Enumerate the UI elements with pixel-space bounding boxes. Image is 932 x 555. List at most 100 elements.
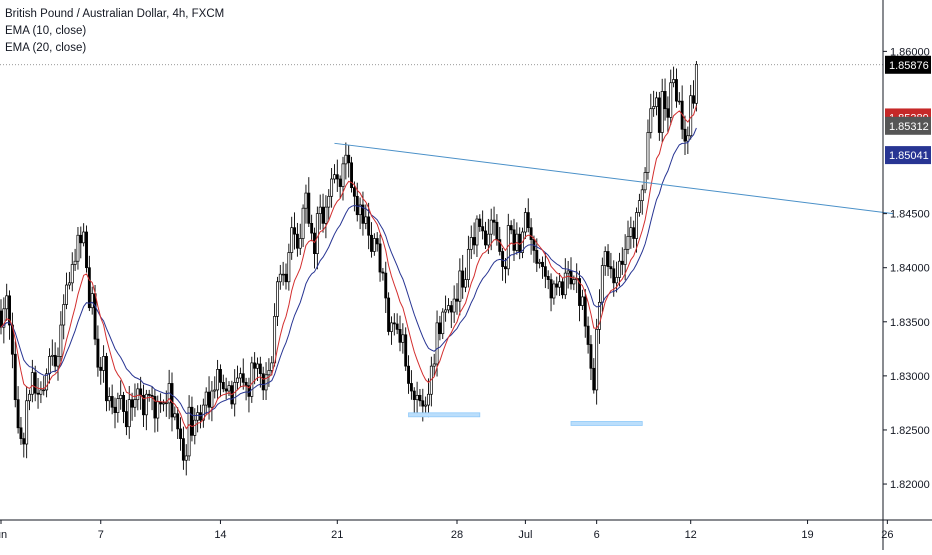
candle (481, 210, 485, 240)
candle-body (692, 95, 696, 104)
candle-body (669, 82, 673, 118)
candle-body (85, 231, 88, 269)
candle-body (643, 172, 647, 191)
candle-body (276, 281, 279, 317)
candle-body (199, 412, 202, 421)
candle-body (458, 270, 462, 302)
candle-body (2, 308, 6, 328)
ema20-price-label-bg (885, 146, 931, 165)
candle (404, 327, 408, 371)
candle (196, 405, 200, 433)
candles-group (0, 61, 698, 476)
candle (592, 358, 596, 394)
candle-body (435, 322, 439, 365)
candle-body (412, 390, 416, 401)
candle (546, 270, 550, 290)
candle (261, 366, 265, 400)
candle-body (541, 261, 544, 267)
candle (107, 387, 111, 411)
candle (219, 364, 222, 398)
candle (22, 432, 26, 458)
candle (598, 289, 601, 344)
candle (583, 289, 587, 338)
candle-body (395, 323, 399, 330)
candle-body (526, 212, 530, 229)
candle-body (543, 266, 547, 277)
candle-body (184, 455, 188, 461)
candle-body (39, 389, 43, 395)
candle (70, 252, 74, 292)
symbol-title[interactable]: British Pound / Australian Dollar, 4h, F… (5, 8, 225, 20)
candle (19, 417, 23, 445)
candle-body (657, 97, 661, 133)
candle-body (281, 273, 285, 276)
candle-body (153, 396, 157, 419)
candle-body (133, 399, 137, 408)
candle-body (341, 163, 345, 187)
y-tick-label: 1.86000 (890, 46, 930, 58)
candle-body (620, 260, 624, 265)
candle-body (170, 383, 174, 418)
candle (620, 247, 624, 275)
candle (612, 260, 616, 297)
candle-body (600, 265, 604, 303)
candle-body (538, 261, 542, 264)
candle (392, 313, 396, 336)
candle (281, 261, 285, 286)
candle-body (147, 393, 151, 396)
candle (677, 92, 681, 105)
candle-body (79, 234, 83, 244)
candle (318, 194, 322, 230)
candle (159, 393, 163, 413)
candle (85, 225, 88, 273)
candle (33, 365, 37, 402)
candle-body (304, 192, 308, 209)
candle-body (529, 227, 533, 240)
candle-body (173, 413, 177, 418)
candle (184, 444, 188, 476)
candle (466, 235, 470, 288)
candle-body (364, 216, 368, 224)
candle-body (612, 268, 616, 284)
candle (378, 234, 382, 282)
ema10-legend[interactable]: EMA (10, close) (5, 25, 87, 37)
candle-body (30, 372, 34, 395)
candle (216, 359, 220, 400)
candle-body (361, 204, 365, 224)
candle-body (566, 270, 570, 274)
candle-body (164, 402, 168, 405)
candle-body (449, 305, 453, 313)
candle-body (310, 223, 314, 234)
candle (689, 84, 693, 140)
candle (646, 119, 650, 180)
candle-body (122, 394, 125, 412)
candle (327, 189, 331, 221)
candle-body (28, 393, 31, 402)
candle (501, 247, 505, 281)
candle (290, 216, 294, 260)
candle-body (76, 234, 80, 262)
candle (637, 193, 641, 217)
candle (42, 376, 46, 396)
candle-body (580, 296, 584, 306)
candle (401, 323, 405, 354)
candle (526, 198, 530, 233)
candle-body (96, 338, 100, 368)
candle-body (144, 393, 148, 416)
candle-body (370, 234, 373, 252)
candle (76, 227, 80, 270)
candle-body (555, 283, 559, 288)
candle (632, 220, 636, 248)
candle (330, 167, 334, 208)
candle (649, 93, 653, 139)
candle-body (367, 216, 371, 236)
candle (409, 370, 413, 400)
x-tick-label: 14 (214, 529, 226, 541)
candle-body (179, 428, 182, 439)
ema20-legend[interactable]: EMA (20, close) (5, 42, 87, 54)
candle (683, 115, 687, 156)
candle-body (378, 243, 382, 273)
candle (47, 348, 51, 384)
